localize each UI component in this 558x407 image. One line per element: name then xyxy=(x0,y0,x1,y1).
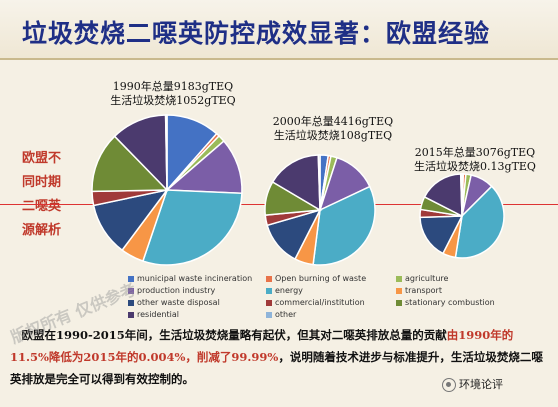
legend-item: stationary combustion xyxy=(396,298,495,307)
legend-label: production industry xyxy=(137,286,216,295)
legend-item: municipal waste incineration xyxy=(128,274,252,283)
page-title: 垃圾焚烧二噁英防控成效显著：欧盟经验 xyxy=(22,19,491,48)
legend-swatch xyxy=(396,275,402,282)
title-divider xyxy=(0,58,558,60)
pie-1990-total: 1990年总量9183gTEQ xyxy=(112,80,234,93)
pie-2000-slice-5 xyxy=(312,185,376,266)
side-label-line-1: 欧盟不 xyxy=(22,151,62,166)
pie-2000-slice-10 xyxy=(271,154,321,212)
pie-2000-total: 2000年总量4416gTEQ xyxy=(272,115,394,128)
pie-1990-label: 1990年总量9183gTEQ 生活垃圾焚烧1052gTEQ xyxy=(98,80,248,108)
legend-swatch xyxy=(128,275,134,282)
circle-logo-icon xyxy=(442,378,456,392)
brand-logo: 环境论评 xyxy=(442,376,503,392)
title-band xyxy=(0,0,558,58)
legend-swatch xyxy=(128,311,134,318)
legend-item: production industry xyxy=(128,286,215,295)
pie-2000-label: 2000年总量4416gTEQ 生活垃圾焚烧108gTEQ xyxy=(258,115,408,143)
pie-2015-slice-10 xyxy=(423,173,463,218)
side-label-line-3: 二噁英 xyxy=(22,199,62,214)
legend-item: agriculture xyxy=(396,274,448,283)
legend-swatch xyxy=(266,287,272,294)
pie-1990-msw: 生活垃圾焚烧1052gTEQ xyxy=(110,94,236,107)
legend-label: energy xyxy=(275,286,303,295)
legend-label: transport xyxy=(405,286,442,295)
legend-item: other xyxy=(266,310,296,319)
legend-item: energy xyxy=(266,286,303,295)
legend-swatch xyxy=(266,299,272,306)
legend-item: transport xyxy=(396,286,442,295)
pie-2000-msw: 生活垃圾焚烧108gTEQ xyxy=(273,129,393,142)
caption-highlight: 由1990年的11.5%降低为2015年的0.004%，削减了99.99% xyxy=(10,328,514,364)
pie-1990-slice-5 xyxy=(141,189,243,266)
legend-swatch xyxy=(396,299,402,306)
legend-item: commercial/institution xyxy=(266,298,365,307)
side-label-line-4: 源解析 xyxy=(22,223,62,238)
pie-2015-label: 2015年总量3076gTEQ 生活垃圾焚烧0.13gTEQ xyxy=(400,146,550,174)
pie-2015-slice-11 xyxy=(459,173,463,217)
pie-1990-slice-11 xyxy=(164,114,168,191)
side-label-line-2: 同时期 xyxy=(22,175,62,190)
legend-swatch xyxy=(266,311,272,318)
legend-label: residential xyxy=(137,310,179,319)
legend-swatch xyxy=(128,299,134,306)
legend-item: residential xyxy=(128,310,179,319)
caption-part-1: 欧盟在1990-2015年间，生活垃圾焚烧量略有起伏，但其对二噁英排放总量的贡献 xyxy=(21,328,447,342)
pie-1990-slice-9 xyxy=(91,135,169,193)
pie-2000-slice-11 xyxy=(317,154,321,211)
legend-swatch xyxy=(266,275,272,282)
legend-swatch xyxy=(128,287,134,294)
legend-label: other xyxy=(275,310,297,319)
legend-label: agriculture xyxy=(405,274,449,283)
caption-part-3: ，说明随着技术进步与标准提升，生活垃圾焚烧二噁英排放是完全可以得到有效控制的。 xyxy=(10,350,543,386)
legend-label: municipal waste incineration xyxy=(137,274,253,283)
caption-text: 欧盟在1990-2015年间，生活垃圾焚烧量略有起伏，但其对二噁英排放总量的贡献… xyxy=(10,324,550,390)
legend-label: commercial/institution xyxy=(275,298,365,307)
pie-2015-msw: 生活垃圾焚烧0.13gTEQ xyxy=(414,160,536,173)
pie-2015-slice-7 xyxy=(419,215,464,255)
legend-label: other waste disposal xyxy=(137,298,220,307)
pie-2015-total: 2015年总量3076gTEQ xyxy=(414,146,536,159)
legend-label: stationary combustion xyxy=(405,298,495,307)
legend-label: Open burning of waste xyxy=(275,274,367,283)
brand-name: 环境论评 xyxy=(459,378,503,391)
legend-swatch xyxy=(396,287,402,294)
legend-item: Open burning of waste xyxy=(266,274,366,283)
legend-item: other waste disposal xyxy=(128,298,220,307)
pie-2015-slice-5 xyxy=(454,185,505,259)
